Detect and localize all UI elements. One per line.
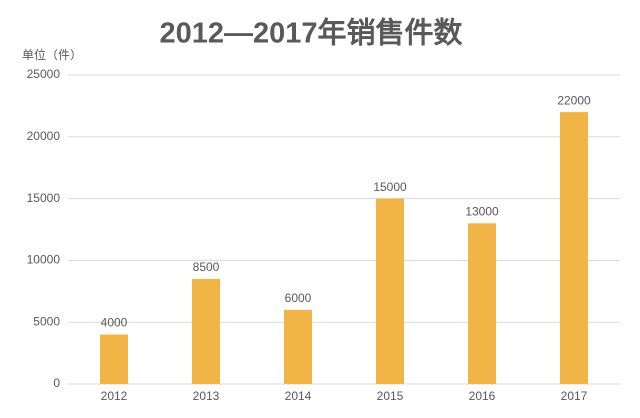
data-label: 15000 (373, 180, 407, 194)
y-tick-label: 20000 (27, 129, 61, 143)
y-tick-label: 15000 (27, 191, 61, 205)
bar (192, 278, 220, 384)
data-label: 13000 (465, 204, 499, 218)
x-tick-label: 2017 (561, 389, 588, 403)
x-tick-label: 2015 (377, 389, 404, 403)
data-label: 8500 (193, 260, 220, 274)
chart-title: 2012—2017年销售件数 (159, 16, 463, 50)
data-label: 22000 (557, 93, 591, 107)
bar (560, 112, 588, 384)
x-tick-label: 2012 (101, 389, 128, 403)
data-label: 4000 (101, 316, 128, 330)
bar (100, 334, 128, 384)
y-axis-label: 单位（件） (22, 47, 82, 62)
bar (468, 223, 496, 384)
x-tick-label: 2013 (193, 389, 220, 403)
data-label: 6000 (285, 291, 312, 305)
bar (284, 309, 312, 384)
y-tick-label: 5000 (33, 314, 60, 328)
x-tick-label: 2016 (469, 389, 496, 403)
bar (376, 198, 404, 384)
y-tick-label: 25000 (27, 67, 61, 81)
y-tick-label: 10000 (27, 253, 61, 267)
x-tick-label: 2014 (285, 389, 312, 403)
y-tick-label: 0 (53, 376, 60, 390)
